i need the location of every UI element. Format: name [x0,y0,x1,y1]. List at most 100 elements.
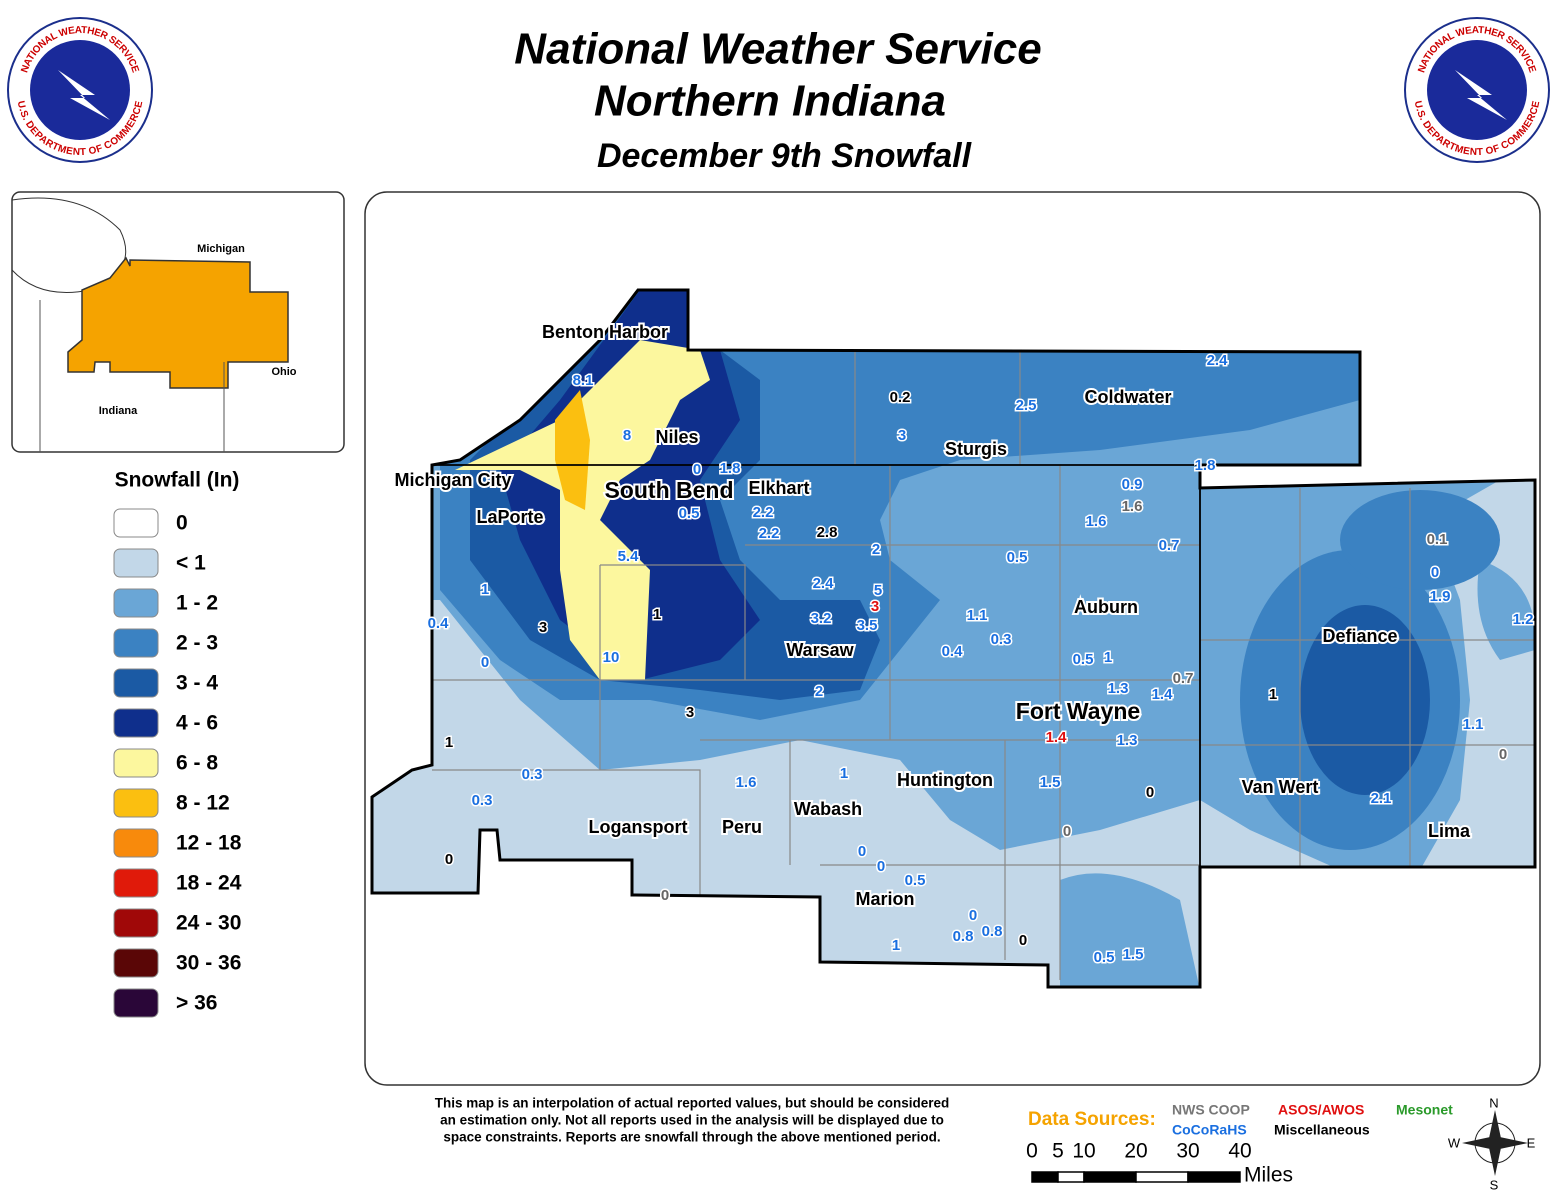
snowfall-report: 0 [1499,746,1507,763]
snowfall-report: 0.5 [679,505,700,522]
snowfall-report: 2.5 [1016,397,1037,414]
city-labels: Benton Harbor Niles Michigan City South Ben… [392,320,1473,911]
source-nws-coop: NWS COOP [1172,1102,1250,1118]
legend-swatch [113,548,159,578]
legend-swatch [113,668,159,698]
snowfall-report: 1 [653,606,661,623]
legend-swatch [113,508,159,538]
snowfall-report: 1 [445,734,453,751]
snowfall-report: 2 [815,683,823,700]
snowfall-report: 0.3 [522,766,543,783]
legend-label: 24 - 30 [176,912,241,935]
city-label: Van Wert [1242,777,1319,797]
source-mesonet: Mesonet [1396,1102,1453,1118]
snowfall-report: 1.9 [1430,588,1451,605]
area-outline [370,288,1537,989]
snowfall-report: 0 [693,461,701,478]
band-2-3 [1340,490,1500,590]
legend-label: 0 [176,512,188,535]
snowfall-report: 2.4 [813,575,835,592]
scale-segment [1057,1171,1085,1183]
scale-label: 5 [1052,1140,1064,1163]
scale-label: 0 [1026,1140,1038,1163]
disclaimer-line: space constraints. Reports are snowfall … [443,1130,940,1145]
snowfall-report: 0.5 [1007,549,1028,566]
city-label: Huntington [897,770,993,790]
legend-swatch [113,788,159,818]
legend-swatch [113,948,159,978]
legend: 0 < 1 1 - 2 2 - 3 3 - 4 4 - 6 6 - 8 8 - 12 12 - … [113,508,242,1018]
city-label: Logansport [589,817,688,837]
scale-segment [1031,1171,1059,1183]
snowfall-report: 2.2 [759,525,780,542]
nws-logo: NATIONAL WEATHER SERVICE U.S. DEPARTMENT… [1404,17,1550,163]
legend-title: Snowfall (In) [115,469,240,492]
snowfall-reports: 8.180 1.80.5 2.22.2 2.825.42.4 533.2 3.513101… [426,350,1535,967]
compass-n: N [1489,1095,1498,1110]
snowfall-report: 1.5 [1123,946,1144,963]
snowfall-report: 2.1 [1371,790,1392,807]
snowfall-report: 0.7 [1159,537,1180,554]
city-label: Benton Harbor [542,322,668,342]
scale-label: 10 [1072,1140,1095,1163]
legend-swatch [113,988,159,1018]
snowfall-report: 8.1 [573,372,594,389]
snowfall-report: 3.5 [857,617,878,634]
scale-segment [1135,1171,1189,1183]
snowfall-report: 1.6 [1086,513,1107,530]
source-misc: Miscellaneous [1274,1122,1370,1138]
snowfall-report: 1.8 [720,460,741,477]
forecast-area [67,256,289,389]
nws-logo: NATIONAL WEATHER SERVICE U.S. DEPARTMENT… [7,17,153,163]
inset-label: Indiana [99,405,138,417]
snowfall-report: 1.3 [1117,732,1138,749]
compass-s: S [1490,1177,1499,1192]
scale-segment [1187,1171,1241,1183]
city-label: Elkhart [748,478,809,498]
snowfall-report: 2.8 [817,524,838,541]
logo-bolt [1455,70,1507,120]
snowfall-report: 3 [871,598,879,615]
legend-label: > 36 [176,992,217,1015]
snowfall-report: 0.1 [1427,531,1448,548]
data-sources-title: Data Sources: [1028,1109,1156,1130]
legend-swatch [113,908,159,938]
band-3-4 [1300,605,1430,795]
legend-label: 6 - 8 [176,752,218,775]
snowfall-report: 1.1 [1463,716,1484,733]
snowfall-report: 1 [1104,649,1112,666]
snowfall-report: 0 [481,654,489,671]
source-asos: ASOS/AWOS [1278,1102,1364,1118]
snowfall-report: 0 [877,858,885,875]
snowfall-report: 0 [1019,932,1027,949]
subtitle: December 9th Snowfall [597,137,973,175]
snowfall-report: 0.4 [942,643,964,660]
snowfall-report: 1 [481,581,489,598]
snowfall-report: 0 [1431,564,1439,581]
snowfall-report: 0.7 [1173,670,1194,687]
legend-swatch [113,628,159,658]
city-label: Warsaw [786,640,854,660]
legend-swatch [113,708,159,738]
city-label: LaPorte [476,507,543,527]
snowfall-report: 10 [603,649,620,666]
logo-bolt [58,70,110,120]
scale-unit: Miles [1244,1164,1293,1187]
snowfall-report: 1.2 [1513,611,1534,628]
band-1-2 [1060,873,1200,987]
compass: N E S W [1448,1095,1536,1192]
snowfall-report: 2 [872,541,880,558]
band-6-8 [455,340,710,680]
snowfall-report: 1 [892,937,900,954]
snowfall-report: 0.4 [428,615,450,632]
snowfall-report: 1.4 [1152,686,1174,703]
city-label: Auburn [1074,597,1138,617]
inset-map: Michigan Ohio Indiana [11,191,345,453]
scale-label: 20 [1124,1140,1147,1163]
snowfall-report: 1.4 [1046,729,1068,746]
snowfall-report: 3 [898,427,906,444]
snowfall-report: 0.8 [953,928,974,945]
legend-label: 4 - 6 [176,712,218,735]
legend-label: 2 - 3 [176,632,218,655]
legend-swatch [113,868,159,898]
